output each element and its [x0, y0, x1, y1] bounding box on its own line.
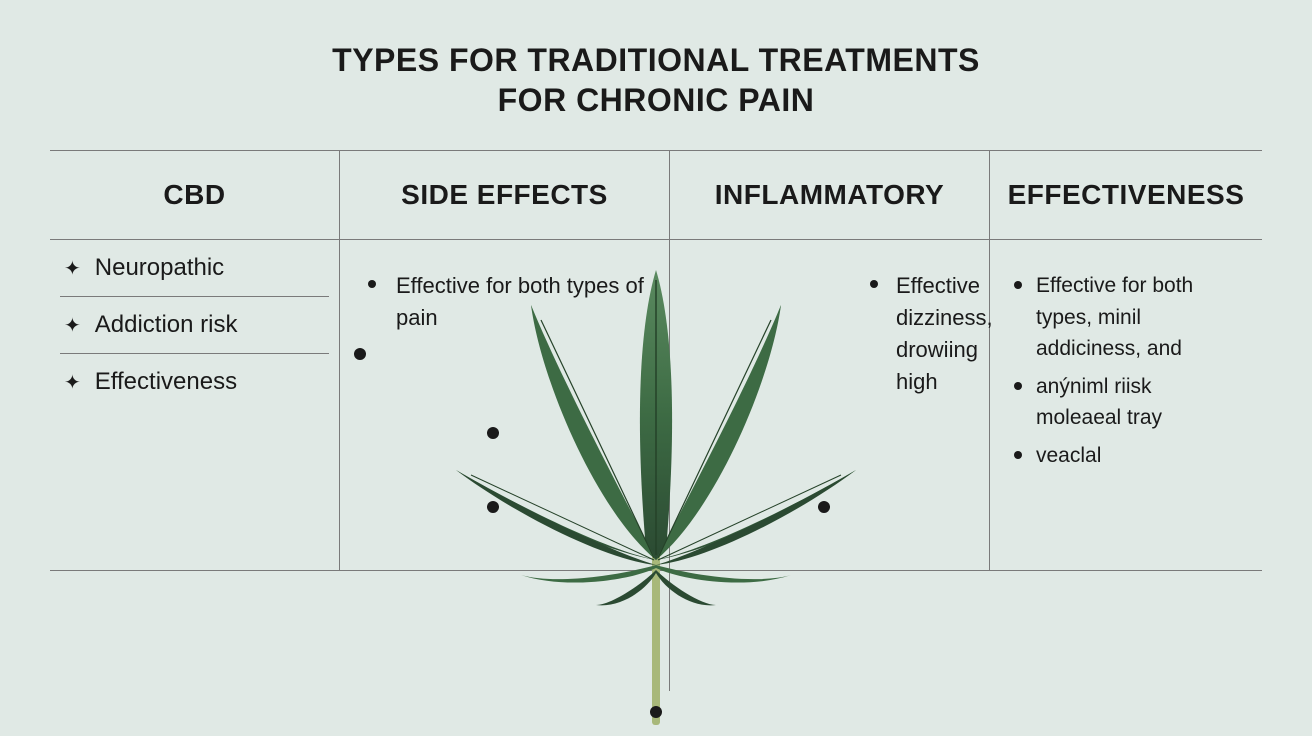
title-line-2: FOR CHRONIC PAIN — [498, 82, 815, 118]
effectiveness-item-text: anýniml riisk moleaeal tray — [1036, 375, 1162, 430]
inflammatory-text: Effective dizziness, drowiing high — [896, 273, 993, 394]
list-item: Effective for both types, minil addicine… — [1010, 270, 1242, 365]
footer-spacer — [340, 571, 670, 691]
infographic-container: TYPES FOR TRADITIONAL TREATMENTS FOR CHR… — [0, 0, 1312, 736]
sparkle-icon: ✦ — [64, 370, 81, 395]
list-item: ✦ Addiction risk — [60, 297, 329, 354]
effectiveness-item-text: veaclal — [1036, 444, 1101, 467]
cbd-column: ✦ Neuropathic ✦ Addiction risk ✦ Effecti… — [50, 240, 340, 570]
footer-spacer — [670, 571, 1262, 691]
inflammatory-bullet: Effective dizziness, drowiing high — [870, 270, 979, 398]
left-item-label: Addiction risk — [95, 311, 238, 339]
list-item: ✦ Effectiveness — [60, 354, 329, 410]
sparkle-icon: ✦ — [64, 313, 81, 338]
effectiveness-item-text: Effective for both types, minil addicine… — [1036, 274, 1193, 360]
effectiveness-list: Effective for both types, minil addicine… — [1010, 270, 1242, 471]
header-effectiveness: EFFECTIVENESS — [990, 151, 1262, 239]
list-item: veaclal — [1010, 440, 1242, 472]
side-effects-column: Effective for both types of pain — [340, 240, 670, 570]
bullet-dot-icon — [870, 280, 878, 288]
title-line-1: TYPES FOR TRADITIONAL TREATMENTS — [332, 42, 980, 78]
list-item: anýniml riisk moleaeal tray — [1010, 371, 1242, 434]
side-effects-text: Effective for both types of pain — [396, 273, 644, 330]
connector-dot-icon — [650, 706, 662, 718]
side-effects-bullet: Effective for both types of pain — [360, 270, 649, 334]
left-item-label: Neuropathic — [95, 254, 224, 282]
bullet-dot-icon — [368, 280, 376, 288]
table-header-row: CBD SIDE EFFECTS INFLAMMATORY EFFECTIVEN… — [50, 150, 1262, 240]
inflammatory-column: Effective dizziness, drowiing high — [670, 240, 990, 570]
table-body-row: ✦ Neuropathic ✦ Addiction risk ✦ Effecti… — [50, 240, 1262, 570]
table-footer-row — [50, 571, 1262, 691]
page-title: TYPES FOR TRADITIONAL TREATMENTS FOR CHR… — [50, 40, 1262, 120]
connector-dot-icon — [354, 348, 366, 360]
connector-dot-icon — [487, 427, 499, 439]
header-cbd: CBD — [50, 151, 340, 239]
left-item-label: Effectiveness — [95, 368, 237, 396]
sparkle-icon: ✦ — [64, 256, 81, 281]
effectiveness-column: Effective for both types, minil addicine… — [990, 240, 1262, 570]
header-inflammatory: INFLAMMATORY — [670, 151, 990, 239]
header-side-effects: SIDE EFFECTS — [340, 151, 670, 239]
list-item: ✦ Neuropathic — [60, 240, 329, 297]
connector-dot-icon — [818, 501, 830, 513]
footer-spacer — [50, 571, 340, 691]
connector-dot-icon — [487, 501, 499, 513]
comparison-table: CBD SIDE EFFECTS INFLAMMATORY EFFECTIVEN… — [50, 150, 1262, 691]
